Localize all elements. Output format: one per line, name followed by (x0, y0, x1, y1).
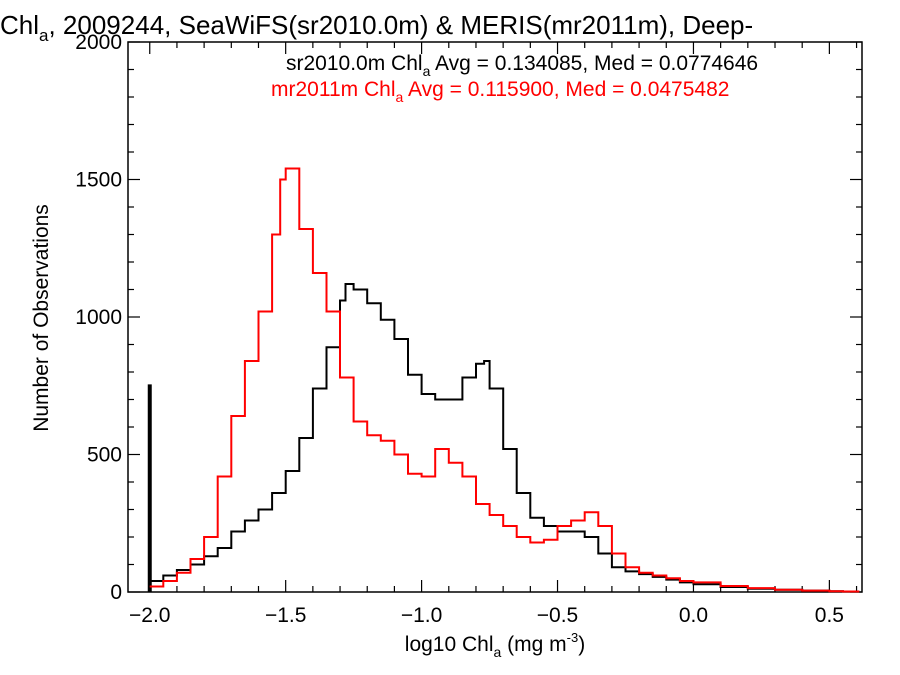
svg-text:mr2011m Chla Avg = 0.115900, M: mr2011m Chla Avg = 0.115900, Med = 0.047… (271, 78, 729, 105)
plot-frame (127, 41, 863, 593)
x-tick-label: −1.5 (265, 604, 306, 627)
x-tick-label: 0.5 (815, 604, 844, 627)
svg-text:sr2010.0m Chla Avg = 0.134085,: sr2010.0m Chla Avg = 0.134085, Med = 0.0… (286, 52, 758, 79)
annotation-mr2011: mr2011m Chla Avg = 0.115900, Med = 0.047… (271, 78, 729, 105)
x-tick-label: −1.0 (401, 604, 442, 627)
chart-title: Chla, 2009244, SeaWiFS(sr2010.0m) & MERI… (0, 10, 753, 45)
y-tick-label: 1500 (75, 169, 122, 192)
x-tick-label: 0.0 (679, 604, 708, 627)
annotation-sr2010: sr2010.0m Chla Avg = 0.134085, Med = 0.0… (286, 52, 758, 79)
series-1-line (149, 167, 860, 593)
y-tick-label: 0 (110, 581, 122, 604)
x-tick-label: −0.5 (537, 604, 578, 627)
series-0-line (149, 283, 860, 593)
y-axis-label: Number of Observations (30, 204, 53, 432)
plot-area: −2.0 −1.5 −1.0 −0.5 0.0 0.5 0 500 1000 1500 2000 (75, 31, 863, 627)
y-tick-label: 2000 (75, 31, 122, 54)
y-tick-label: 500 (87, 444, 122, 467)
x-tick-label: −2.0 (129, 604, 170, 627)
y-tick-label: 1000 (75, 306, 122, 329)
x-axis-label: log10 Chla (mg m-3) (405, 630, 585, 660)
